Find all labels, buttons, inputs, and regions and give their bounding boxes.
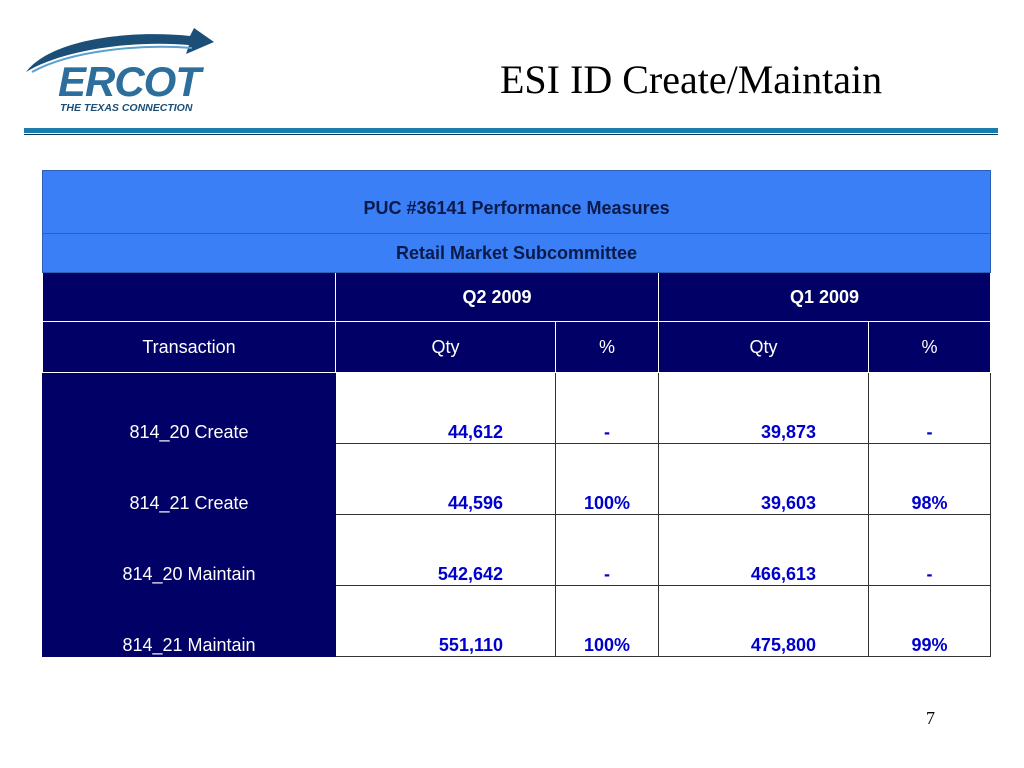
column-header-q2-pct: % bbox=[555, 321, 659, 373]
q2-pct-cell: 100% bbox=[555, 585, 659, 657]
swoosh-icon bbox=[26, 28, 214, 73]
q2-qty-cell: 542,642 bbox=[335, 514, 556, 586]
table-row: 814_21 Create 44,596 100% 39,603 98% bbox=[42, 443, 992, 515]
q1-qty-cell: 39,873 bbox=[658, 372, 869, 444]
table-heading: PUC #36141 Performance Measures bbox=[41, 170, 992, 234]
quarter-header-q2: Q2 2009 bbox=[335, 272, 659, 322]
title-divider-thin bbox=[24, 134, 998, 135]
ercot-logo: ERCOT THE TEXAS CONNECTION bbox=[22, 28, 222, 123]
q2-pct-cell: 100% bbox=[555, 443, 659, 515]
transaction-cell: 814_21 Maintain bbox=[42, 585, 336, 657]
q1-pct-cell: - bbox=[867, 514, 992, 586]
transaction-cell: 814_20 Maintain bbox=[42, 514, 336, 586]
column-header-q2-qty: Qty bbox=[335, 321, 556, 373]
q1-pct-cell: 98% bbox=[867, 443, 992, 515]
q1-qty-cell: 466,613 bbox=[658, 514, 869, 586]
column-header-q1-qty: Qty bbox=[658, 321, 869, 373]
logo-wordmark: ERCOT bbox=[58, 58, 201, 105]
q2-qty-cell: 44,612 bbox=[335, 372, 556, 444]
table-subheading-row: Retail Market Subcommittee bbox=[41, 233, 992, 273]
q1-pct-cell: 99% bbox=[867, 585, 992, 657]
table-row: 814_20 Maintain 542,642 - 466,613 - bbox=[42, 514, 992, 586]
q1-pct-cell: - bbox=[867, 372, 992, 444]
quarter-header-blank bbox=[42, 272, 336, 322]
logo-tagline: THE TEXAS CONNECTION bbox=[60, 102, 193, 114]
q2-pct-cell: - bbox=[555, 514, 659, 586]
table-row: 814_21 Maintain 551,110 100% 475,800 99% bbox=[42, 585, 992, 657]
table-row: 814_20 Create 44,612 - 39,873 - bbox=[42, 372, 992, 444]
page-number: 7 bbox=[926, 708, 935, 728]
q2-qty-cell: 44,596 bbox=[335, 443, 556, 515]
page-title: ESI ID Create/Maintain bbox=[500, 57, 883, 102]
transaction-cell: 814_20 Create bbox=[42, 372, 336, 444]
column-header-row: Transaction Qty % Qty % bbox=[42, 321, 992, 373]
transaction-cell: 814_21 Create bbox=[42, 443, 336, 515]
quarter-header-q1: Q1 2009 bbox=[657, 272, 992, 322]
column-header-transaction: Transaction bbox=[42, 321, 336, 373]
table-heading-row: PUC #36141 Performance Measures bbox=[41, 170, 992, 234]
q1-qty-cell: 475,800 bbox=[658, 585, 869, 657]
column-header-q1-pct: % bbox=[867, 321, 992, 373]
q1-qty-cell: 39,603 bbox=[658, 443, 869, 515]
table-subheading: Retail Market Subcommittee bbox=[41, 233, 992, 273]
performance-table: PUC #36141 Performance Measures Retail M… bbox=[41, 170, 992, 657]
title-divider bbox=[24, 128, 998, 133]
q2-qty-cell: 551,110 bbox=[335, 585, 556, 657]
quarter-header-row: Q2 2009 Q1 2009 bbox=[42, 272, 992, 322]
q2-pct-cell: - bbox=[555, 372, 659, 444]
